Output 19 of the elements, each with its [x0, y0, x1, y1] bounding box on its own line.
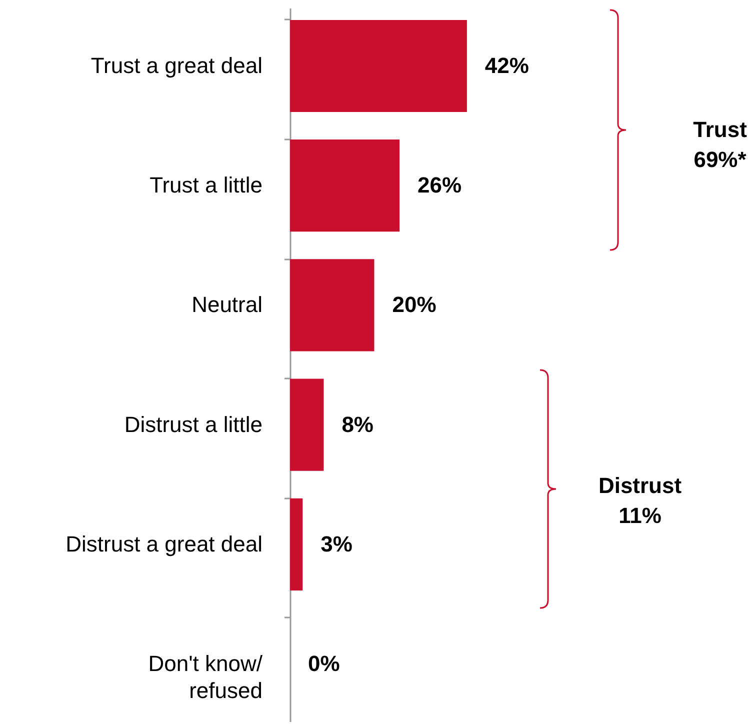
text: Distrust 11% — [598, 473, 682, 528]
data-label: 42% — [484, 53, 529, 78]
data-label: 3% — [320, 531, 352, 556]
y-tick-label: Trust a great deal — [90, 53, 262, 78]
bar — [290, 378, 324, 471]
data-label: 26% — [418, 172, 462, 198]
data-label: 0% — [308, 650, 340, 676]
bar — [290, 20, 467, 112]
y-tick-label: Distrust a great deal — [66, 531, 262, 556]
text: Trust 69%* — [693, 117, 748, 172]
data-label: 8% — [342, 412, 374, 437]
y-tick-label: Don't know/ refused — [148, 650, 264, 703]
bar — [290, 498, 303, 590]
bar — [290, 140, 400, 232]
data-label: 20% — [392, 292, 436, 318]
bar — [290, 259, 374, 352]
y-tick-label: Distrust a little — [124, 412, 262, 437]
y-tick-label: Neutral — [192, 292, 262, 318]
y-tick-label: Trust a little — [150, 172, 262, 198]
